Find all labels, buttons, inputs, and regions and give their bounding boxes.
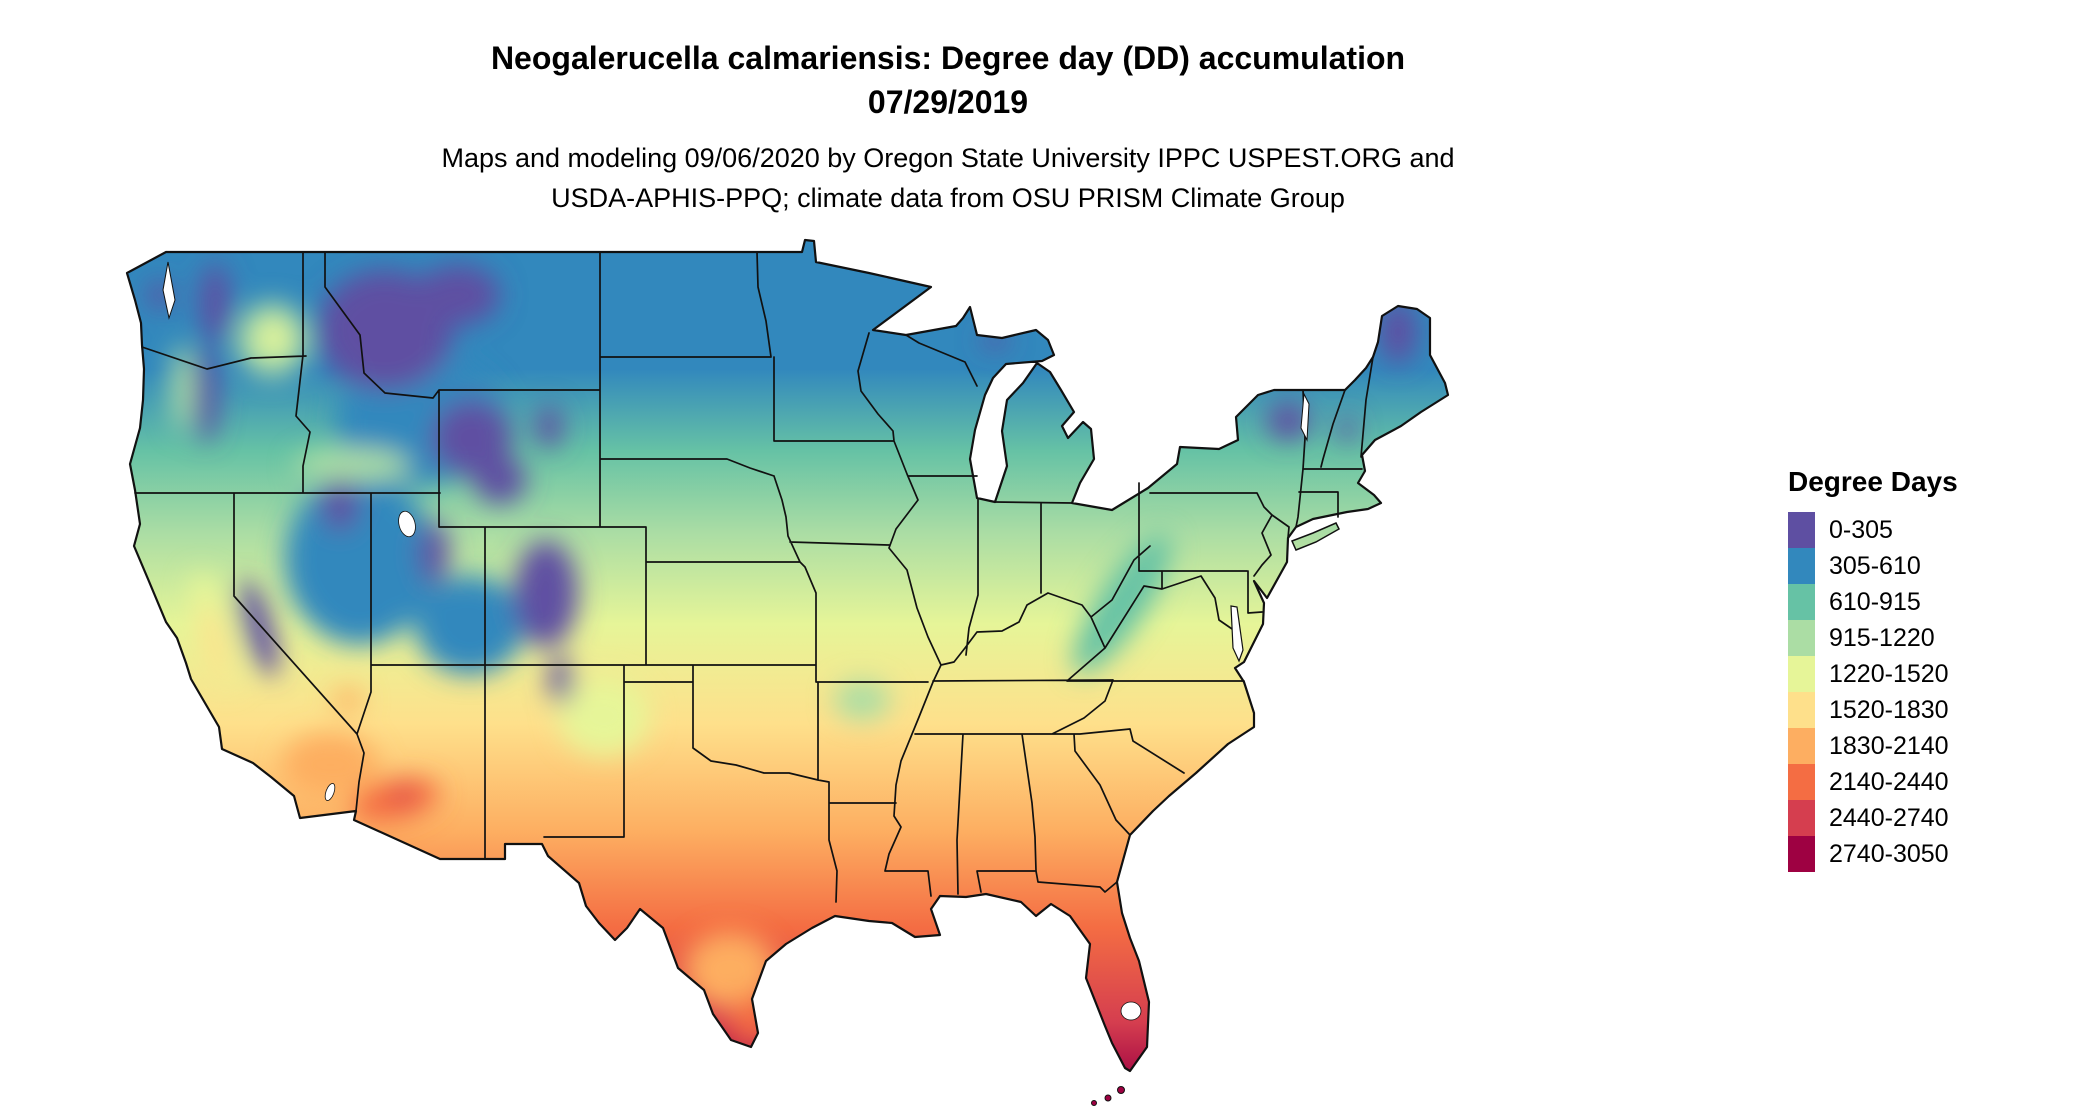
coastline-outline bbox=[125, 238, 1450, 1073]
legend-label: 1220-1520 bbox=[1829, 659, 1949, 688]
legend-row: 1220-1520 bbox=[1788, 656, 1958, 692]
legend-label: 2740-3050 bbox=[1829, 839, 1949, 868]
legend-row: 2140-2440 bbox=[1788, 764, 1958, 800]
regional-climate-blobs bbox=[148, 263, 1417, 1053]
title-block: Neogalerucella calmariensis: Degree day … bbox=[0, 36, 1896, 218]
legend-row: 0-305 bbox=[1788, 512, 1958, 548]
legend-row: 610-915 bbox=[1788, 584, 1958, 620]
inland-water bbox=[162, 261, 1310, 1021]
state-borders bbox=[134, 251, 1374, 903]
legend-swatch bbox=[1788, 800, 1815, 836]
legend-rows: 0-305 305-610 610-915 915-1220 1220-1520… bbox=[1788, 512, 1958, 872]
legend-label: 2140-2440 bbox=[1829, 767, 1949, 796]
legend-swatch bbox=[1788, 728, 1815, 764]
legend-label: 0-305 bbox=[1829, 515, 1893, 544]
legend-label: 2440-2740 bbox=[1829, 803, 1949, 832]
map-title: Neogalerucella calmariensis: Degree day … bbox=[490, 40, 1406, 76]
legend-swatch bbox=[1788, 692, 1815, 728]
legend-swatch bbox=[1788, 584, 1815, 620]
map-caption-line-1: Maps and modeling 09/06/2020 by Oregon S… bbox=[441, 143, 1455, 173]
legend-swatch bbox=[1788, 836, 1815, 872]
legend-row: 915-1220 bbox=[1788, 620, 1958, 656]
legend-swatch bbox=[1788, 548, 1815, 584]
legend-label: 915-1220 bbox=[1829, 623, 1935, 652]
map-date: 07/29/2019 bbox=[867, 84, 1029, 120]
legend-swatch bbox=[1788, 512, 1815, 548]
legend-label: 305-610 bbox=[1829, 551, 1921, 580]
legend-swatch bbox=[1788, 764, 1815, 800]
map-legend: Degree Days 0-305 305-610 610-915 915-12… bbox=[1788, 466, 1958, 872]
legend-row: 305-610 bbox=[1788, 548, 1958, 584]
legend-label: 1520-1830 bbox=[1829, 695, 1949, 724]
legend-row: 1520-1830 bbox=[1788, 692, 1958, 728]
legend-row: 2740-3050 bbox=[1788, 836, 1958, 872]
map-caption: Maps and modeling 09/06/2020 by Oregon S… bbox=[0, 138, 1896, 218]
legend-swatch bbox=[1788, 620, 1815, 656]
florida-keys bbox=[1091, 1086, 1125, 1106]
legend-swatch bbox=[1788, 656, 1815, 692]
legend-title: Degree Days bbox=[1788, 466, 1958, 497]
legend-label: 610-915 bbox=[1829, 587, 1921, 616]
legend-row: 2440-2740 bbox=[1788, 800, 1958, 836]
legend-label: 1830-2140 bbox=[1829, 731, 1949, 760]
long-island bbox=[1290, 522, 1340, 551]
degree-day-raster bbox=[127, 240, 1448, 1071]
legend-row: 1830-2140 bbox=[1788, 728, 1958, 764]
map-caption-line-2: USDA-APHIS-PPQ; climate data from OSU PR… bbox=[551, 183, 1345, 213]
